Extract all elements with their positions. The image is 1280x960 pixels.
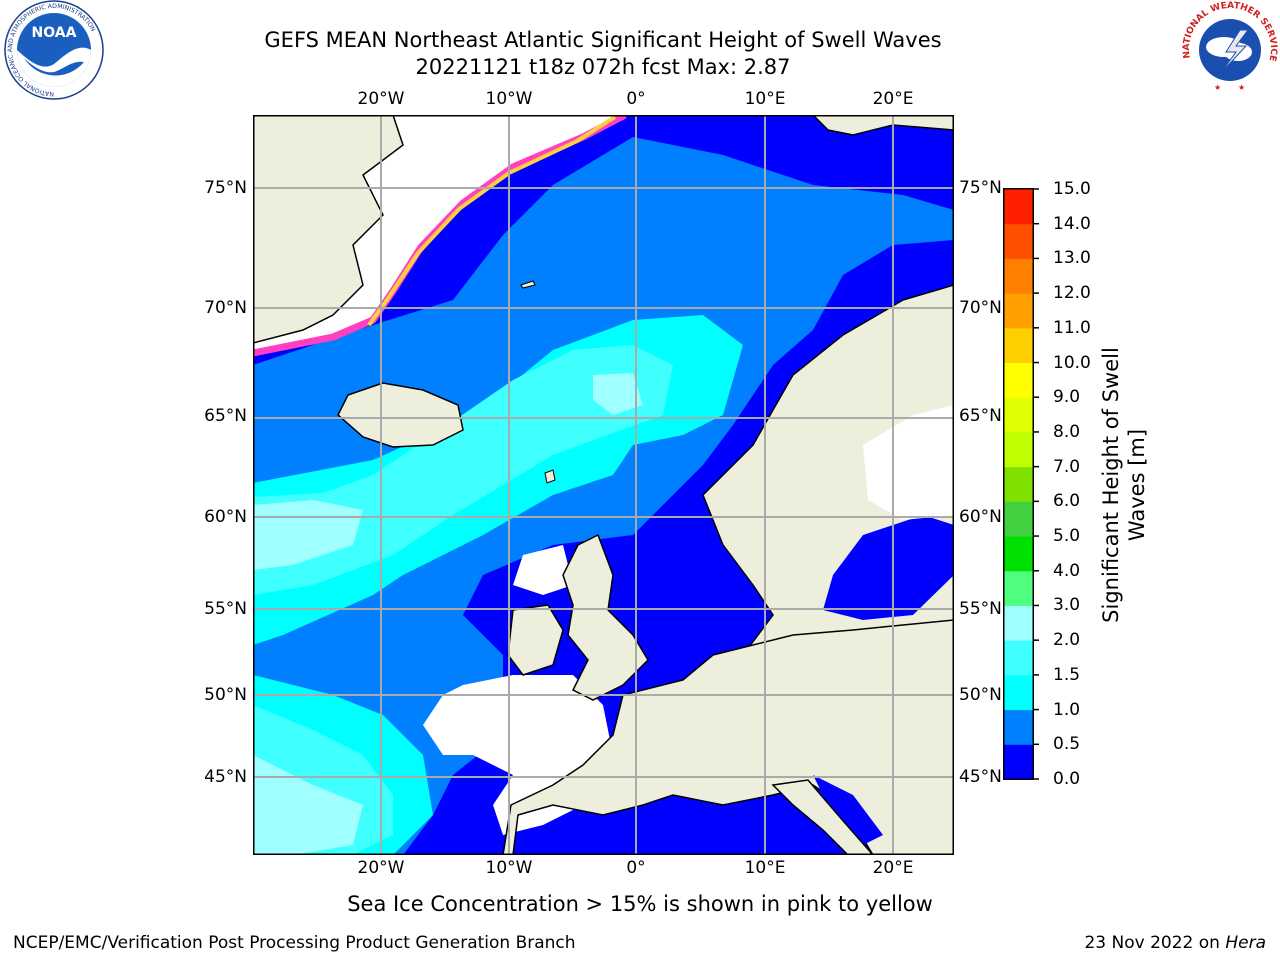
colorbar-tick-label: 15.0 bbox=[1053, 179, 1091, 199]
land-jan-mayen bbox=[520, 280, 536, 289]
land-baltic-white bbox=[863, 405, 954, 520]
colorbar-tick-label: 13.0 bbox=[1053, 248, 1091, 269]
noaa-text: NOAA bbox=[32, 25, 77, 41]
svg-text:★: ★ bbox=[1214, 83, 1221, 92]
colorbar-tick-label: 3.0 bbox=[1053, 595, 1081, 616]
footer-producer: NCEP/EMC/Verification Post Processing Pr… bbox=[13, 933, 576, 953]
land-sweden-baltic-mask bbox=[823, 515, 954, 620]
colorbar-tick-label: 14.0 bbox=[1053, 213, 1091, 234]
sea-adriatic bbox=[813, 775, 883, 845]
lat-label-right-70n: 70°N bbox=[959, 298, 1002, 318]
land-greenland bbox=[253, 115, 404, 344]
colorbar-segment bbox=[1004, 223, 1033, 259]
chart-subtitle: 20221121 t18z 072h fcst Max: 2.87 bbox=[415, 55, 791, 79]
lat-label-right-45n: 45°N bbox=[959, 767, 1002, 787]
colorbar-segment bbox=[1004, 327, 1033, 364]
lon-label-top-20e: 20°E bbox=[872, 89, 914, 109]
land-faroe bbox=[544, 469, 556, 484]
colorbar-segment bbox=[1004, 466, 1033, 502]
lon-label-bottom-10e: 10°E bbox=[744, 858, 786, 878]
colorbar-tick-label: 12.0 bbox=[1053, 283, 1091, 304]
lat-label-left-55n: 55°N bbox=[204, 599, 247, 619]
lon-label-bottom-0: 0° bbox=[626, 858, 646, 878]
chart-title: GEFS MEAN Northeast Atlantic Significant… bbox=[264, 28, 942, 52]
lon-label-top-10e: 10°E bbox=[744, 89, 786, 109]
colorbar-tick-label: 7.0 bbox=[1053, 456, 1081, 477]
colorbar-segment bbox=[1004, 501, 1033, 537]
lon-label-top-10w: 10°W bbox=[485, 89, 533, 109]
swell-band-1.0-1.5 bbox=[253, 315, 743, 855]
colorbar-tick-label: 8.0 bbox=[1053, 421, 1081, 442]
lat-label-right-60n: 60°N bbox=[959, 507, 1002, 527]
lat-label-right-50n: 50°N bbox=[959, 685, 1002, 705]
lon-label-top-20w: 20°W bbox=[357, 89, 405, 109]
colorbar-tick-label: 0.0 bbox=[1053, 769, 1081, 789]
lat-label-left-60n: 60°N bbox=[204, 507, 247, 527]
colorbar-segment bbox=[1004, 258, 1033, 294]
lon-label-bottom-20e: 20°E bbox=[872, 858, 914, 878]
colorbar bbox=[1003, 188, 1039, 780]
colorbar-tick-label: 0.5 bbox=[1053, 734, 1081, 755]
colorbar-title-line1: Significant Height of Swell bbox=[1099, 347, 1123, 623]
swell-height-map bbox=[253, 115, 954, 855]
footer-date-text: 23 Nov 2022 on bbox=[1084, 933, 1226, 953]
lat-label-right-65n: 65°N bbox=[959, 406, 1002, 426]
graticule bbox=[253, 115, 954, 855]
lat-label-left-75n: 75°N bbox=[204, 178, 247, 198]
lat-label-left-65n: 65°N bbox=[204, 406, 247, 426]
colorbar-segment bbox=[1004, 640, 1033, 676]
colorbar-tick-label: 6.0 bbox=[1053, 491, 1081, 512]
colorbar-segment bbox=[1004, 431, 1033, 468]
colorbar-segment bbox=[1004, 570, 1033, 606]
colorbar-tick-label: 4.0 bbox=[1053, 560, 1081, 581]
colorbar-tick-label: 10.0 bbox=[1053, 352, 1091, 373]
lon-label-bottom-20w: 20°W bbox=[357, 858, 405, 878]
footer-date: 23 Nov 2022 on Hera bbox=[1084, 933, 1266, 953]
colorbar-segment bbox=[1004, 189, 1033, 225]
colorbar-tick-label: 5.0 bbox=[1053, 526, 1081, 547]
lat-label-left-45n: 45°N bbox=[204, 767, 247, 787]
swell-band-2.0-3.0 bbox=[253, 373, 643, 855]
nws-logo: NATIONAL WEATHER SERVICE ★ ★ bbox=[1182, 1, 1278, 98]
colorbar-segment bbox=[1004, 744, 1033, 780]
lon-label-bottom-10w: 10°W bbox=[485, 858, 533, 878]
lon-label-top-0: 0° bbox=[626, 89, 646, 109]
svg-text:★: ★ bbox=[1238, 83, 1245, 92]
colorbar-tick-label: 1.0 bbox=[1053, 699, 1081, 720]
colorbar-segment bbox=[1004, 362, 1033, 398]
lat-label-right-75n: 75°N bbox=[959, 178, 1002, 198]
swell-band-0.5-1.0 bbox=[253, 137, 954, 855]
land-iceland bbox=[337, 382, 464, 448]
colorbar-segment bbox=[1004, 536, 1033, 572]
colorbar-segment bbox=[1004, 397, 1033, 433]
sea-ice-edge-yellow bbox=[367, 115, 617, 327]
land-italy bbox=[771, 779, 874, 855]
colorbar-title-line2: Waves [m] bbox=[1125, 428, 1149, 542]
colorbar-segment bbox=[1004, 605, 1033, 641]
colorbar-frame bbox=[1003, 188, 1034, 780]
footer-machine: Hera bbox=[1225, 933, 1266, 953]
colorbar-tick-label: 9.0 bbox=[1053, 387, 1081, 408]
colorbar-tick-label: 11.0 bbox=[1053, 317, 1091, 338]
colorbar-tick-label: 1.5 bbox=[1053, 664, 1081, 685]
sea-ice-caption: Sea Ice Concentration > 15% is shown in … bbox=[347, 892, 933, 916]
colorbar-segment bbox=[1004, 293, 1033, 329]
colorbar-segment bbox=[1004, 709, 1033, 745]
noaa-logo: NATIONAL OCEANIC AND ATMOSPHERIC ADMINIS… bbox=[4, 0, 104, 100]
lat-label-left-70n: 70°N bbox=[204, 298, 247, 318]
colorbar-tick-label: 2.0 bbox=[1053, 630, 1081, 651]
map-frame bbox=[253, 115, 954, 855]
lat-label-left-50n: 50°N bbox=[204, 685, 247, 705]
no-data-region-uk bbox=[513, 545, 573, 595]
colorbar-title: Significant Height of Swell Waves [m] bbox=[1098, 325, 1158, 645]
colorbar-segment bbox=[1004, 674, 1033, 711]
lat-label-right-55n: 55°N bbox=[959, 599, 1002, 619]
